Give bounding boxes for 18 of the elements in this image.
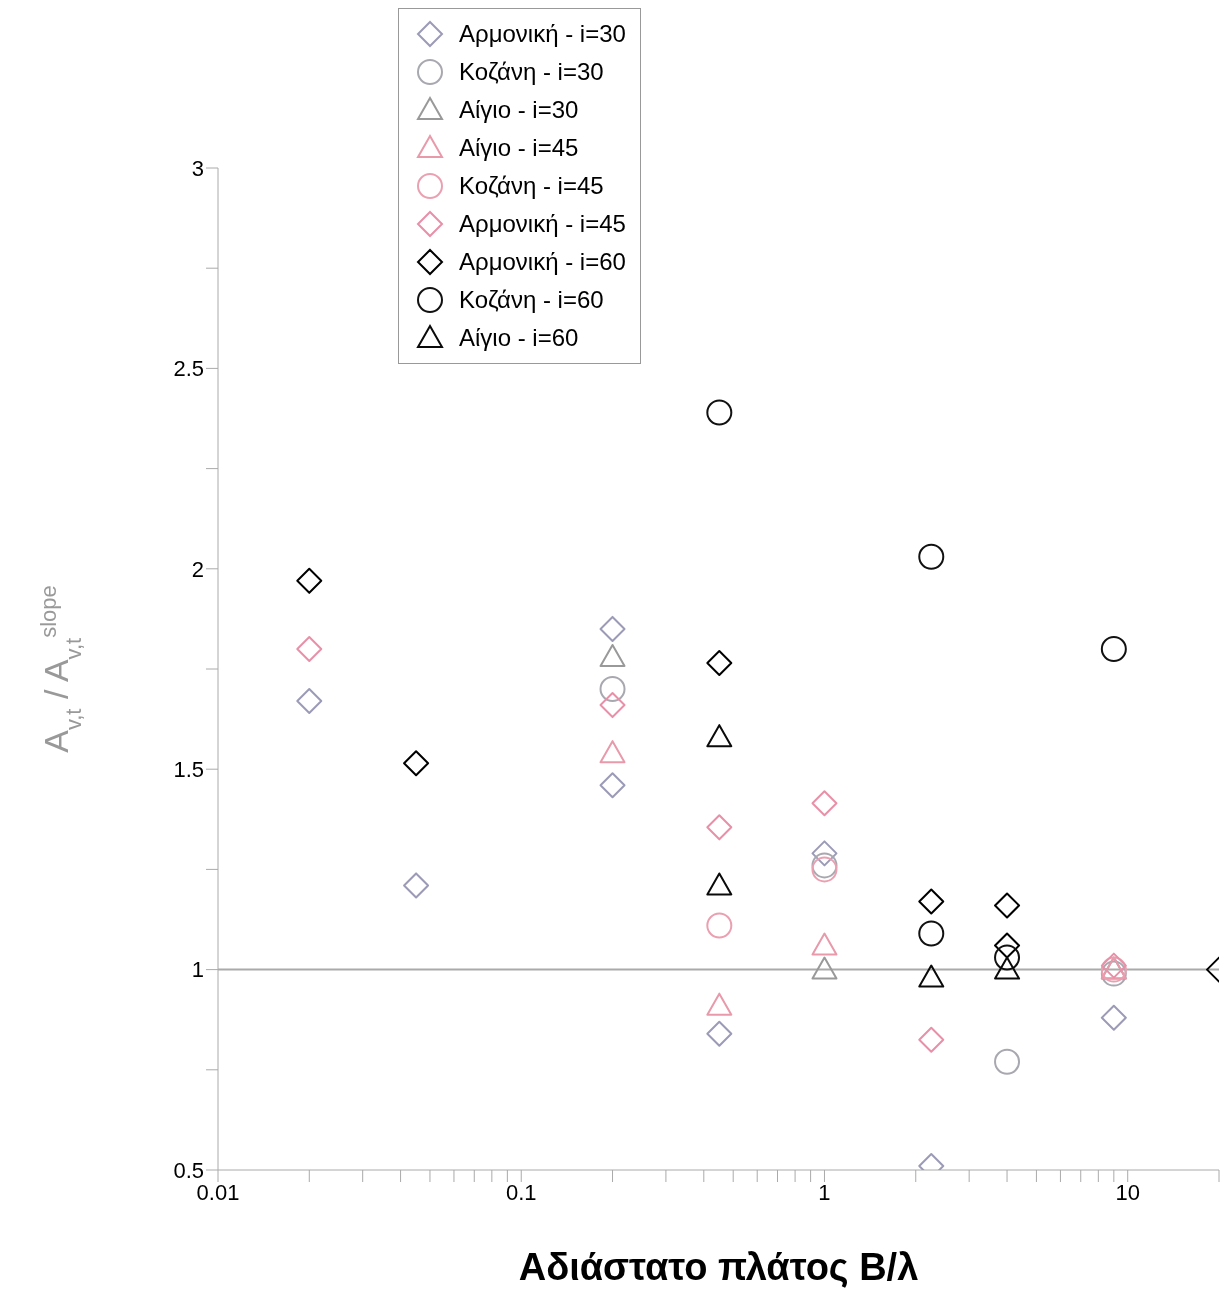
x-tick-label: 10 [1115, 1179, 1140, 1205]
x-axis-title: Αδιάστατο πλάτος Β/λ [518, 1246, 919, 1288]
y-tick-label: 2.5 [173, 356, 204, 382]
y-tick-label: 1.5 [173, 757, 204, 783]
legend-label: Αρμονική - i=60 [459, 248, 626, 276]
legend-label: Αίγιο - i=45 [459, 134, 579, 162]
legend-label: Κοζάνη - i=45 [459, 172, 604, 200]
y-tick-label: 3 [191, 155, 204, 181]
legend-label: Κοζάνη - i=30 [459, 58, 604, 86]
x-tick-label: 1 [818, 1179, 831, 1205]
legend-label: Αρμονική - i=30 [459, 20, 626, 48]
legend-label: Κοζάνη - i=60 [459, 286, 604, 314]
legend-label: Αίγιο - i=60 [459, 324, 579, 352]
x-tick-label: 0.1 [505, 1179, 537, 1205]
y-tick-label: 1 [191, 957, 204, 983]
legend-label: Αρμονική - i=45 [459, 210, 626, 238]
y-tick-label: 2 [191, 556, 204, 582]
legend-label: Αίγιο - i=30 [459, 96, 579, 124]
